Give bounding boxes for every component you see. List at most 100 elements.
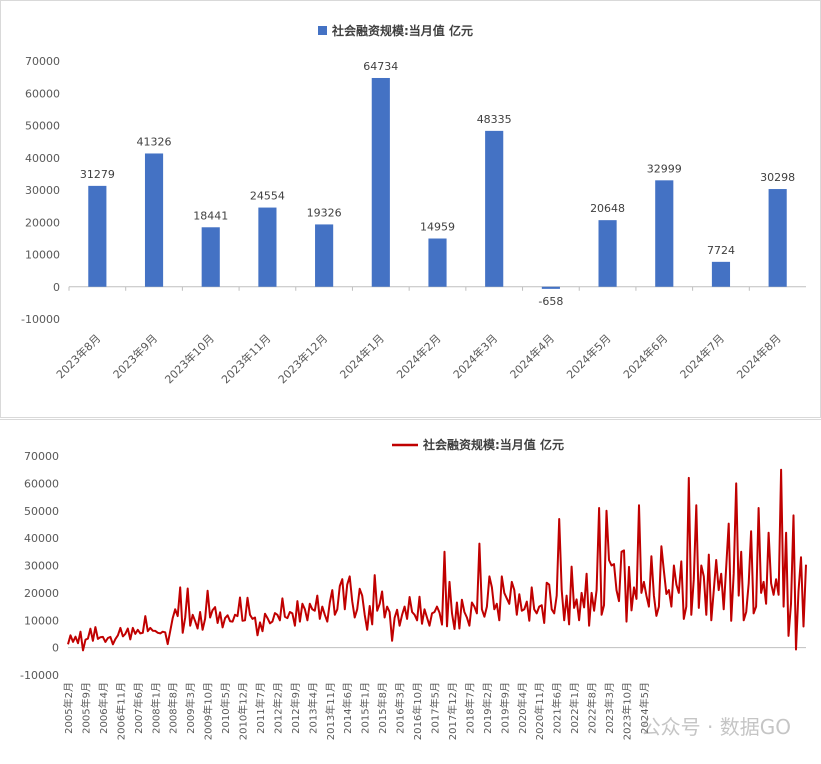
x-tick-label: 2016年3月 (394, 682, 407, 734)
bar (88, 185, 107, 287)
data-label: 48335 (477, 113, 512, 126)
bar (428, 238, 447, 287)
data-label: 20648 (590, 202, 625, 215)
y-tick-label: 40000 (24, 532, 59, 545)
y-tick-label: 20000 (24, 587, 59, 600)
x-tick-label: 2007年6月 (132, 682, 145, 734)
x-tick-label: 2022年8月 (586, 682, 599, 734)
x-tick-label: 2024年4月 (507, 331, 557, 381)
line-chart-panel: 社会融资规模:当月值 亿元 70000 60000 50000 40000 30000 20… (0, 419, 821, 760)
bar (144, 153, 164, 287)
y-tick-label: -10000 (21, 313, 60, 326)
bar (201, 227, 220, 287)
data-label: 41326 (137, 135, 172, 148)
y-tick-label: 0 (52, 642, 59, 655)
series-line (67, 468, 807, 652)
y-tick-label: 50000 (24, 505, 59, 518)
x-tick-label: 2013年11月 (324, 682, 337, 740)
x-tick-label: 2012年2月 (271, 682, 284, 734)
x-tick-label: 2010年12月 (237, 682, 250, 740)
y-tick-label: 60000 (25, 87, 60, 100)
x-tick-label: 2013年4月 (306, 682, 319, 734)
x-tick-label: 2005年9月 (79, 682, 92, 734)
bar (768, 189, 787, 287)
x-tick-label: 2024年3月 (450, 331, 500, 381)
bar (371, 77, 390, 287)
legend: 社会融资规模:当月值 亿元 (392, 437, 564, 452)
x-tick-label: 2024年6月 (620, 331, 670, 381)
data-label: 31279 (80, 168, 115, 181)
x-tick-label: 2023年10月 (620, 682, 633, 740)
x-tick-label: 2010年5月 (219, 682, 232, 734)
watermark: 公众号 · 数据GO (640, 715, 791, 739)
y-tick-label: 70000 (25, 55, 60, 68)
x-tick-label: 2019年2月 (481, 682, 494, 734)
x-tick-label: 2014年6月 (341, 682, 354, 734)
data-label: 7724 (707, 244, 735, 257)
x-tick-label: 2011年7月 (254, 682, 267, 734)
y-tick-label: 20000 (25, 216, 60, 229)
x-tick-label: 2006年4月 (97, 682, 110, 734)
data-label: 18441 (193, 209, 228, 222)
x-tick-label: 2020年4月 (516, 682, 529, 734)
x-tick-label: 2022年1月 (568, 682, 581, 734)
x-tick-label: 2023年3月 (603, 682, 616, 734)
y-tick-label: 10000 (25, 249, 60, 262)
x-tick-label: 2015年8月 (376, 682, 389, 734)
bar-chart: 社会融资规模:当月值 亿元 70000 60000 50000 40000 30000 20… (21, 23, 806, 386)
bar (485, 130, 504, 287)
x-tick-label: 2009年3月 (184, 682, 197, 734)
bar (711, 261, 731, 287)
x-tick-label: 2012年9月 (289, 682, 302, 734)
x-tick-label: 2023年8月 (53, 331, 103, 381)
data-label: -658 (538, 295, 563, 308)
x-tick-label: 2009年10月 (202, 682, 215, 740)
legend: 社会融资规模:当月值 亿元 (318, 23, 473, 38)
x-tick-label: 2018年7月 (463, 682, 476, 734)
line-chart: 社会融资规模:当月值 亿元 70000 60000 50000 40000 30000 20… (20, 437, 807, 740)
y-tick-label: 50000 (25, 120, 60, 133)
bar (655, 180, 674, 287)
y-tick-label: 60000 (24, 477, 59, 490)
x-tick-label: 2023年12月 (275, 331, 330, 386)
y-tick-label: 0 (53, 281, 60, 294)
x-tick-label: 2005年2月 (62, 682, 75, 734)
legend-swatch (318, 26, 327, 35)
y-tick-label: 30000 (24, 560, 59, 573)
bar (598, 220, 617, 287)
x-tick-label: 2023年11月 (218, 331, 273, 386)
x-tick-label: 2023年9月 (110, 331, 160, 381)
y-tick-label: 40000 (25, 152, 60, 165)
x-tick-label: 2021年6月 (551, 682, 564, 734)
data-label: 24554 (250, 190, 285, 203)
bar (315, 224, 334, 287)
y-tick-label: 30000 (25, 184, 60, 197)
legend-label: 社会融资规模:当月值 亿元 (422, 437, 564, 452)
bar (258, 207, 277, 287)
y-tick-label: 70000 (24, 450, 59, 463)
x-tick-label: 2015年1月 (359, 682, 372, 734)
y-tick-label: -10000 (20, 669, 59, 682)
data-label: 30298 (760, 171, 795, 184)
x-tick-label: 2019年9月 (498, 682, 511, 734)
data-label: 19326 (307, 206, 342, 219)
x-tick-label: 2016年10月 (411, 682, 424, 740)
x-tick-label: 2024年7月 (677, 331, 727, 381)
data-label: 64734 (363, 60, 398, 73)
x-tick-label: 2008年1月 (149, 682, 162, 734)
x-tick-label: 2024年2月 (393, 331, 443, 381)
x-tick-label: 2006年11月 (114, 682, 127, 740)
x-tick-label: 2023年10月 (162, 331, 217, 386)
legend-label: 社会融资规模:当月值 亿元 (331, 23, 473, 38)
x-tick-label: 2008年8月 (167, 682, 180, 734)
x-tick-label: 2017年5月 (429, 682, 442, 734)
x-tick-label: 2024年5月 (638, 682, 651, 734)
x-tick-label: 2020年11月 (533, 682, 546, 740)
x-tick-label: 2024年8月 (734, 331, 784, 381)
data-label: 32999 (647, 162, 682, 175)
x-tick-label: 2024年1月 (337, 331, 387, 381)
y-tick-label: 10000 (24, 614, 59, 627)
x-tick-label: 2017年12月 (446, 682, 459, 740)
bar (541, 286, 560, 289)
x-tick-label: 2024年5月 (563, 331, 613, 381)
